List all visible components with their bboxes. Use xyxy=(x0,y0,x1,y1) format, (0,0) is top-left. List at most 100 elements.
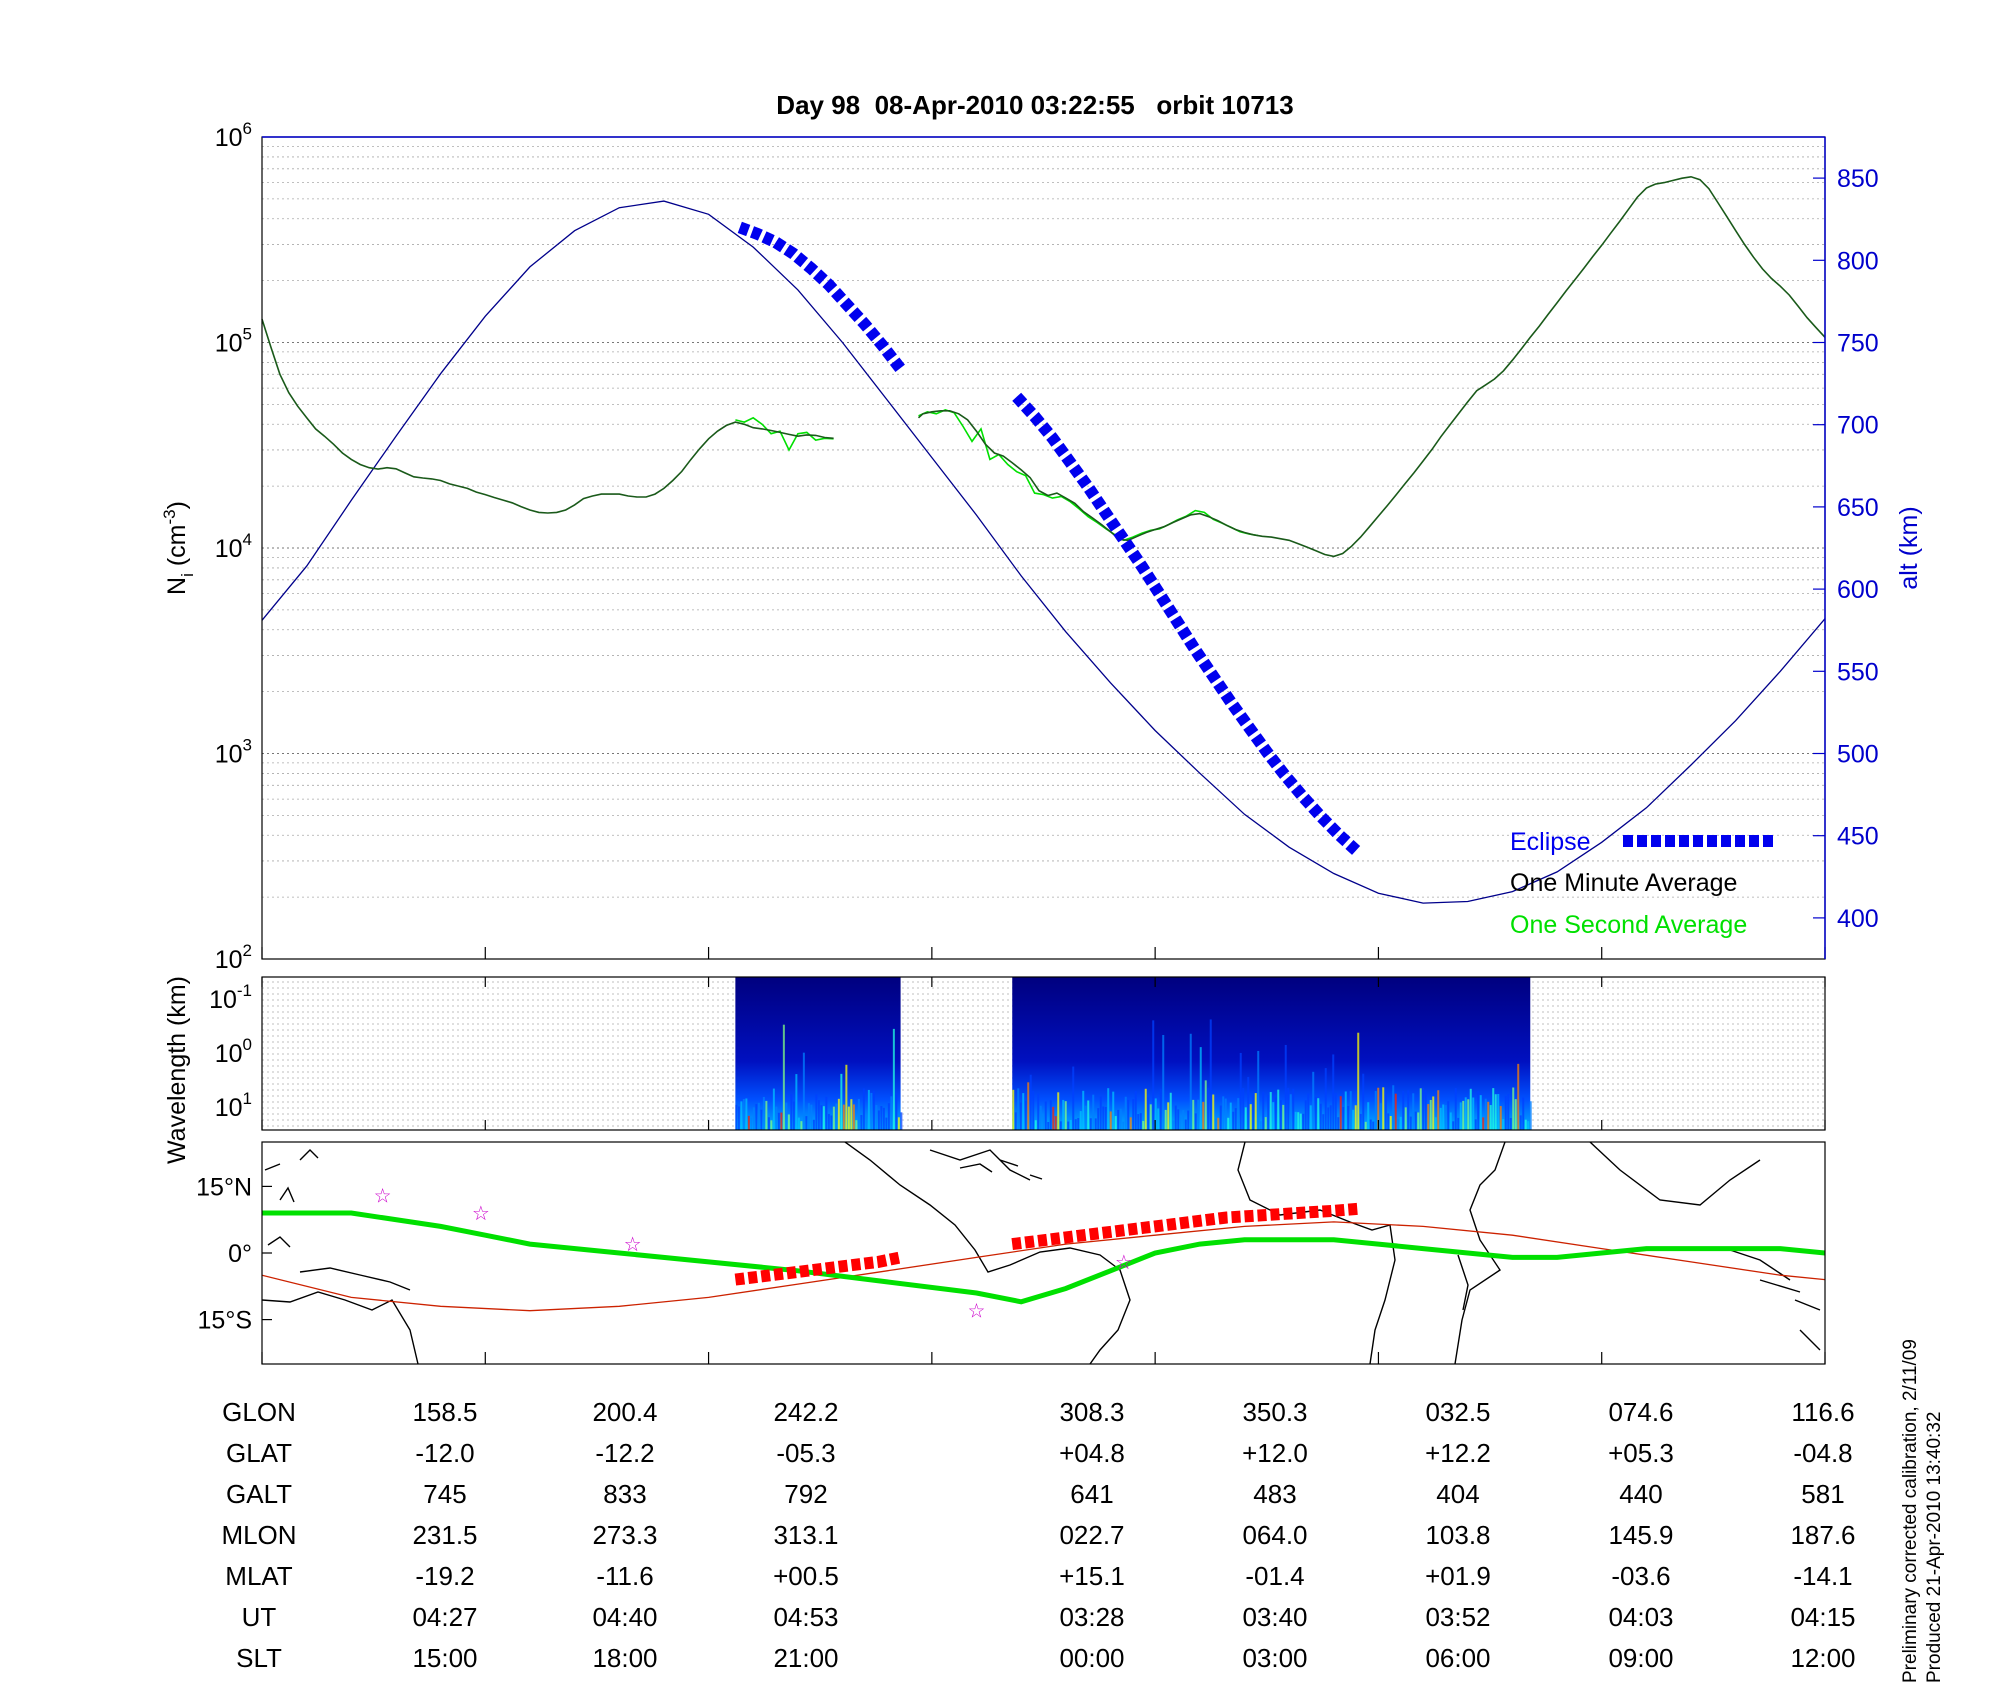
spectrogram-cell xyxy=(1262,1091,1265,1130)
y-tick-label: 105 xyxy=(215,325,252,358)
table-cell: 308.3 xyxy=(1059,1397,1124,1427)
y-tick-label: 104 xyxy=(215,530,252,563)
table-row-label: MLON xyxy=(221,1520,296,1550)
spectrogram-cell xyxy=(1479,1095,1482,1130)
coastline-indonesia xyxy=(1729,1249,1821,1351)
spectrogram-cell xyxy=(1482,1117,1485,1130)
table-row-label: UT xyxy=(242,1602,277,1632)
ion-density-grid xyxy=(262,146,1825,898)
spectrogram-cell xyxy=(1464,1097,1467,1130)
ion-density-y-ticks: 102 103 104 105 106 xyxy=(215,119,252,974)
table-cell: 116.6 xyxy=(1791,1397,1854,1427)
spectrogram-cell xyxy=(1507,1094,1510,1130)
spectrogram-cell xyxy=(1444,1105,1447,1130)
spectrogram-cell xyxy=(767,1117,770,1130)
spectrogram-cell xyxy=(1172,1120,1175,1130)
spectrogram-cell xyxy=(1182,1110,1185,1130)
spectrogram-cell xyxy=(1142,1120,1145,1130)
table-cell: 00:00 xyxy=(1059,1643,1124,1673)
table-cell: 03:00 xyxy=(1242,1643,1307,1673)
spectrogram-cell xyxy=(1242,1087,1245,1130)
spectrogram-cell xyxy=(1359,1113,1362,1130)
spectrogram-cell xyxy=(1502,1119,1505,1130)
spectrogram-cell xyxy=(1337,1117,1340,1130)
figure-title: Day 98 08-Apr-2010 03:22:55 orbit 10713 xyxy=(776,90,1293,120)
spectrogram-cell xyxy=(817,1100,820,1130)
spectrogram-cell xyxy=(1079,1111,1082,1130)
calibration-note: Preliminary corrected calibration, 2/11/… xyxy=(1900,1339,1921,1683)
spectrogram-cell xyxy=(1292,1088,1295,1130)
table-cell: +05.3 xyxy=(1608,1438,1674,1468)
spectrogram-cell xyxy=(865,1115,868,1130)
spectrogram-cell xyxy=(1319,1103,1322,1130)
map-plot-area xyxy=(262,1142,1825,1364)
spectrogram-cell xyxy=(1254,1093,1257,1130)
spectrogram-cell xyxy=(1264,1117,1267,1130)
spectrogram-cell xyxy=(810,1104,813,1130)
table-cell: 04:53 xyxy=(773,1602,838,1632)
spectrogram-cell xyxy=(1364,1121,1367,1130)
spectrogram-ylabel: Wavelength (km) xyxy=(163,976,191,1164)
spectrogram-cell xyxy=(752,1107,755,1130)
spectrogram-cell xyxy=(1127,1099,1130,1130)
spectrogram-cell xyxy=(1339,1096,1342,1130)
spectrogram-cell xyxy=(775,1106,778,1130)
spectrogram-cell xyxy=(1327,1107,1330,1130)
spectrogram-cell xyxy=(1437,1090,1440,1130)
y2-tick-label: 600 xyxy=(1837,576,1879,604)
table-cell: 404 xyxy=(1436,1479,1479,1509)
spectrogram-cell xyxy=(1074,1119,1077,1130)
spectrogram-cell xyxy=(1387,1113,1390,1130)
spectrogram-cell xyxy=(1149,1104,1152,1130)
spectrogram-cell xyxy=(1294,1111,1297,1130)
table-cell: -12.0 xyxy=(415,1438,474,1468)
altitude-ylabel: alt (km) xyxy=(1895,506,1923,589)
y-tick-label: 102 xyxy=(215,941,252,974)
spectrogram-cell xyxy=(1234,1108,1237,1130)
table-cell: -14.1 xyxy=(1793,1561,1852,1591)
y2-tick-label: 700 xyxy=(1837,412,1879,440)
table-cell: 745 xyxy=(423,1479,466,1509)
spectrogram-cell xyxy=(1087,1100,1090,1130)
table-cell: 158.5 xyxy=(412,1397,477,1427)
spectrogram-cell xyxy=(1487,1101,1490,1130)
spectrogram-cell xyxy=(1107,1088,1110,1130)
spectrogram-cell xyxy=(1379,1103,1382,1130)
star-marker: ☆ xyxy=(624,1234,642,1256)
spectrogram-cell xyxy=(1082,1090,1085,1130)
spectrogram-cell xyxy=(1357,1032,1360,1130)
ground-track-panel: ☆ ☆ ☆ ☆ ☆ 15°N 0° 15°S xyxy=(196,1141,1826,1365)
table-cell: +12.0 xyxy=(1242,1438,1308,1468)
spectrogram-cell xyxy=(1249,1104,1252,1130)
spectrogram-cell xyxy=(1362,1073,1365,1130)
table-row-label: GLAT xyxy=(226,1438,292,1468)
spectrogram-blocks xyxy=(735,977,1532,1130)
spectrogram-cell xyxy=(1047,1121,1050,1130)
spectrogram-cell xyxy=(897,1117,900,1130)
spectrogram-cell xyxy=(1419,1088,1422,1130)
spectrogram-cell xyxy=(830,1115,833,1130)
spectrogram-cell xyxy=(1194,1113,1197,1130)
spectrogram-cell xyxy=(1374,1090,1377,1130)
spectrogram-cell xyxy=(735,1104,738,1130)
spectrogram-cell xyxy=(787,1114,790,1130)
spectrogram-cell xyxy=(1064,1101,1067,1130)
spectrogram-cell xyxy=(1312,1071,1315,1130)
y2-tick-label: 650 xyxy=(1837,494,1879,522)
spectrogram-cell xyxy=(1162,1034,1165,1130)
table-cell: 15:00 xyxy=(412,1643,477,1673)
spectrogram-cell xyxy=(1459,1102,1462,1130)
spectrogram-cell xyxy=(835,1103,838,1130)
y2-tick-label: 800 xyxy=(1837,247,1879,275)
spectrogram-cell xyxy=(1517,1063,1520,1130)
spectrogram-cell xyxy=(1179,1116,1182,1130)
spectrogram-cell xyxy=(1409,1116,1412,1130)
table-cell: 04:03 xyxy=(1608,1602,1673,1632)
spectrogram-cell xyxy=(1054,1116,1057,1130)
magnetic-equator-line xyxy=(262,1221,1825,1312)
ground-track-line xyxy=(262,1210,1825,1305)
spectrogram-cell xyxy=(1469,1088,1472,1130)
spectrogram-cell xyxy=(1019,1102,1022,1130)
spectrogram-cell xyxy=(1174,1105,1177,1130)
